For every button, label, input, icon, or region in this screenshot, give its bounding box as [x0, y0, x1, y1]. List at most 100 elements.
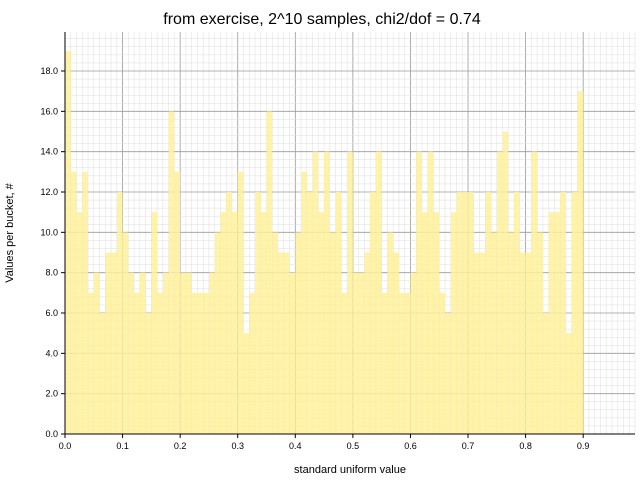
x-tick-label: 0.4	[289, 441, 302, 451]
histogram-bar	[266, 111, 273, 434]
histogram-bar	[128, 272, 135, 434]
histogram-bar	[289, 272, 296, 434]
histogram-bar	[554, 212, 561, 434]
histogram-bar	[76, 212, 83, 434]
histogram-bar	[542, 313, 549, 434]
histogram-bar	[191, 292, 198, 434]
histogram-bar	[220, 212, 227, 434]
histogram-bar	[139, 272, 146, 434]
histogram-bar	[341, 292, 348, 434]
y-tick-label: 10.0	[40, 227, 58, 237]
histogram-bar	[439, 292, 445, 434]
histogram-bar	[111, 252, 117, 434]
histogram-bar	[445, 313, 451, 434]
histogram-bar	[347, 151, 353, 434]
histogram-bar	[203, 292, 209, 434]
histogram-bar	[565, 333, 572, 434]
histogram-bar	[433, 212, 440, 434]
histogram-bar	[324, 151, 330, 434]
histogram-bar	[122, 232, 129, 434]
histogram-bar	[185, 272, 192, 434]
histogram-bar	[162, 272, 169, 434]
histogram-bar	[387, 232, 394, 434]
histogram-bar	[88, 292, 94, 434]
histogram-bar	[65, 50, 71, 434]
y-tick-labels: 0.0 2.0 4.0 6.0 8.0 10.0 12.0 14.0 16.0 18.0	[40, 66, 65, 439]
histogram-bar	[105, 252, 112, 434]
histogram-bar	[496, 151, 503, 434]
y-axis-label: Values per bucket, #	[4, 182, 16, 282]
histogram-bar	[99, 313, 106, 434]
histogram-bar	[456, 192, 463, 434]
histogram-bar	[208, 272, 215, 434]
chart-title: from exercise, 2^10 samples, chi2/dof = …	[163, 11, 481, 28]
x-tick-label: 0.0	[59, 441, 72, 451]
histogram-bar	[82, 171, 89, 435]
y-tick-label: 14.0	[40, 147, 58, 157]
histogram-bar	[485, 192, 492, 434]
histogram-bar	[577, 91, 584, 435]
y-tick-label: 16.0	[40, 106, 58, 116]
histogram-bar	[116, 192, 123, 434]
histogram-bar	[249, 292, 255, 434]
y-tick-label: 18.0	[40, 66, 58, 76]
histogram-bar	[180, 272, 186, 434]
histogram-bar	[295, 232, 302, 434]
histogram-bar	[410, 272, 417, 434]
histogram-bar	[301, 171, 307, 435]
histogram-bar	[329, 232, 336, 434]
histogram-bar	[318, 212, 325, 434]
histogram-bar	[157, 292, 163, 434]
histogram-bar	[462, 192, 469, 434]
histogram-bar	[358, 272, 365, 434]
histogram-bar	[479, 252, 486, 434]
y-tick-label: 0.0	[45, 429, 58, 439]
x-tick-label: 0.1	[116, 441, 129, 451]
histogram-bar	[421, 212, 428, 434]
histogram-bar	[226, 192, 232, 434]
histogram-bar	[174, 171, 181, 435]
histogram-bar	[468, 192, 474, 434]
histogram-bar	[231, 212, 238, 434]
x-tick-label: 0.7	[462, 441, 475, 451]
histogram-bar	[93, 272, 100, 434]
histogram-bar	[531, 151, 538, 434]
histogram-bar	[214, 232, 221, 434]
histogram-bar	[306, 192, 313, 434]
x-tick-label: 0.8	[519, 441, 532, 451]
histogram-bar	[260, 212, 267, 434]
histogram-bar	[364, 252, 371, 434]
bars	[65, 50, 584, 435]
x-axis-label: standard uniform value	[294, 464, 406, 476]
x-tick-label: 0.3	[231, 441, 244, 451]
histogram-bar	[134, 292, 140, 434]
histogram-bar	[537, 232, 543, 434]
histogram-bar	[168, 111, 175, 434]
x-tick-label: 0.2	[174, 441, 187, 451]
x-tick-label: 0.6	[404, 441, 417, 451]
x-tick-label: 0.5	[347, 441, 360, 451]
histogram-bar	[502, 131, 509, 434]
histogram-bar	[312, 151, 319, 434]
histogram-bar	[145, 313, 152, 434]
histogram-bar	[560, 192, 566, 434]
histogram-bar	[197, 292, 204, 434]
histogram-bar	[335, 192, 342, 434]
histogram-bar	[278, 252, 284, 434]
y-tick-label: 12.0	[40, 187, 58, 197]
x-tick-labels: 0.0 0.1 0.2 0.3 0.4 0.5 0.6 0.7 0.8 0.9	[59, 434, 590, 451]
histogram-bar	[450, 212, 457, 434]
x-tick-label: 0.9	[577, 441, 590, 451]
y-tick-label: 6.0	[45, 308, 58, 318]
histogram-bar	[571, 192, 578, 434]
histogram-bar	[491, 232, 497, 434]
histogram-bar	[255, 192, 261, 434]
axes	[64, 32, 635, 435]
histogram-bar	[151, 212, 158, 434]
histogram-bar	[398, 292, 405, 434]
histogram-bar	[243, 333, 250, 434]
histogram-bar	[375, 151, 382, 434]
y-tick-label: 4.0	[45, 348, 58, 358]
histogram-bar	[416, 151, 422, 434]
